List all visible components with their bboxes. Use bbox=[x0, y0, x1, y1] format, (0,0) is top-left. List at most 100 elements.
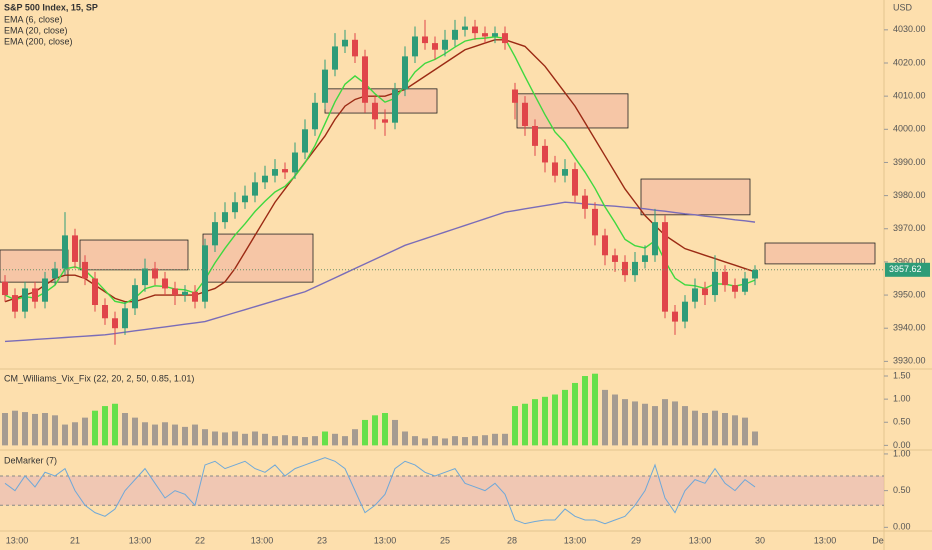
indicator-bar bbox=[242, 433, 248, 446]
candle-body bbox=[52, 268, 58, 279]
indicator-bar bbox=[632, 401, 638, 446]
candle-body bbox=[572, 169, 578, 196]
candle-body bbox=[412, 36, 418, 57]
candle-body bbox=[62, 235, 68, 269]
candle-body bbox=[672, 311, 678, 322]
candle-body bbox=[382, 119, 388, 123]
indicator-bar bbox=[542, 396, 548, 446]
indicator-bar bbox=[652, 406, 658, 446]
indicator-bar bbox=[422, 438, 428, 446]
x-tick-label: 30 bbox=[755, 535, 765, 545]
zone-box bbox=[202, 233, 314, 283]
indicator-bar bbox=[492, 433, 498, 446]
indicator-bar bbox=[752, 431, 758, 446]
indicator-bar bbox=[672, 401, 678, 446]
indicator-bar bbox=[52, 415, 58, 446]
legend-entry: EMA (200, close) bbox=[4, 36, 73, 46]
zone-box bbox=[79, 239, 189, 271]
indicator-bar bbox=[322, 431, 328, 446]
y-tick-label: 3950.00 bbox=[893, 289, 926, 299]
ema-line bbox=[4, 36, 756, 305]
indicator-bar bbox=[342, 436, 348, 446]
indicator-bar bbox=[372, 415, 378, 446]
candle-body bbox=[732, 285, 738, 292]
candle-body bbox=[592, 208, 598, 236]
y-tick-label: 4010.00 bbox=[893, 91, 926, 101]
indicator-bar bbox=[332, 433, 338, 446]
indicator-bar bbox=[382, 413, 388, 446]
candle-body bbox=[712, 271, 718, 296]
indicator-bar bbox=[462, 437, 468, 446]
indicator-bar bbox=[612, 394, 618, 446]
x-tick-label: 21 bbox=[70, 535, 80, 545]
indicator-bar bbox=[162, 422, 168, 446]
x-tick-label: 29 bbox=[631, 535, 641, 545]
legend: S&P 500 Index, 15, SP USD EMA (6, close)… bbox=[4, 2, 913, 465]
x-tick-label: 13:00 bbox=[6, 535, 29, 545]
candle-body bbox=[262, 175, 268, 183]
indicator-bar bbox=[662, 399, 668, 446]
indicator-title: DeMarker (7) bbox=[4, 455, 57, 465]
currency-label: USD bbox=[893, 2, 913, 12]
indicator-bar bbox=[92, 410, 98, 446]
x-tick-label: 13:00 bbox=[129, 535, 152, 545]
candle-body bbox=[332, 46, 338, 70]
candle-body bbox=[42, 278, 48, 302]
y-tick-label: 3970.00 bbox=[893, 223, 926, 233]
indicator-bar bbox=[482, 435, 488, 446]
candle-body bbox=[102, 305, 108, 319]
candle-body bbox=[612, 255, 618, 262]
legend-entry: EMA (6, close) bbox=[4, 14, 63, 24]
indicator-band bbox=[0, 475, 884, 506]
legend-entry: EMA (20, close) bbox=[4, 25, 68, 35]
indicator-bar bbox=[392, 419, 398, 446]
candle-body bbox=[372, 102, 378, 120]
indicator-bar bbox=[292, 436, 298, 446]
indicator-bar bbox=[592, 373, 598, 446]
y-tick-label: 0.00 bbox=[893, 522, 911, 532]
candle-body bbox=[162, 278, 168, 289]
zone-box bbox=[764, 242, 876, 265]
y-tick-label: 1.50 bbox=[893, 370, 911, 380]
indicator-bar bbox=[152, 424, 158, 446]
candle-body bbox=[312, 102, 318, 130]
indicator-bar bbox=[682, 406, 688, 446]
candle-body bbox=[122, 308, 128, 329]
candle-body bbox=[742, 278, 748, 292]
candle-body bbox=[22, 288, 28, 312]
candle-body bbox=[222, 212, 228, 223]
y-tick-label: 3930.00 bbox=[893, 356, 926, 366]
indicator-bar bbox=[302, 437, 308, 446]
indicator-bar bbox=[552, 394, 558, 446]
indicator-bar bbox=[432, 436, 438, 446]
indicator-bar bbox=[602, 389, 608, 446]
candle-body bbox=[552, 162, 558, 176]
indicator-bar bbox=[622, 399, 628, 446]
indicator-bar bbox=[112, 403, 118, 446]
y-tick-label: 1.00 bbox=[893, 448, 911, 458]
indicator-bar bbox=[732, 415, 738, 446]
indicator-bar bbox=[442, 438, 448, 446]
indicator-bar bbox=[172, 424, 178, 446]
candle-body bbox=[682, 301, 688, 322]
candle-body bbox=[2, 281, 8, 296]
indicator-bar bbox=[82, 417, 88, 446]
indicator-bar bbox=[502, 433, 508, 446]
indicator-bar bbox=[192, 424, 198, 446]
y-tick-label: 3980.00 bbox=[893, 190, 926, 200]
candle-body bbox=[722, 271, 728, 286]
candle-body bbox=[702, 288, 708, 296]
candle-body bbox=[452, 29, 458, 40]
candle-body bbox=[752, 269, 758, 279]
candle-body bbox=[342, 39, 348, 47]
candle-body bbox=[142, 268, 148, 286]
indicator-bar bbox=[22, 412, 28, 446]
candle-body bbox=[482, 33, 488, 37]
x-tick-label: 13:00 bbox=[689, 535, 712, 545]
y-tick-label: 0.50 bbox=[893, 485, 911, 495]
indicator-bar bbox=[42, 413, 48, 446]
ema-line bbox=[4, 39, 756, 303]
indicator-bar bbox=[222, 432, 228, 446]
indicator-bar bbox=[182, 426, 188, 446]
